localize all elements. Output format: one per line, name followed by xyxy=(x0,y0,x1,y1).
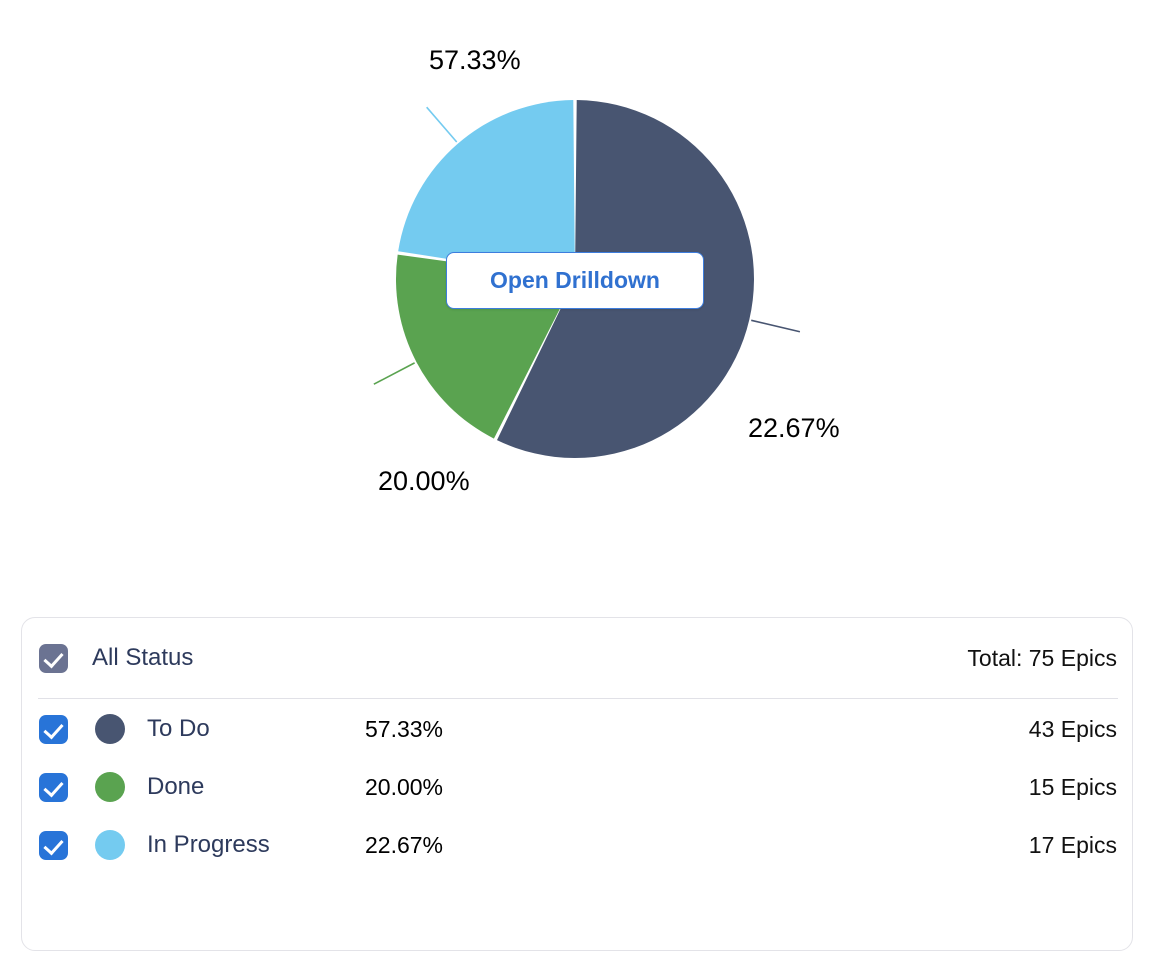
pie-leader-lines xyxy=(373,106,801,385)
legend-label-done: Done xyxy=(147,773,205,800)
leader-line-in-progress xyxy=(426,106,458,143)
pie-slice-in-progress[interactable] xyxy=(398,100,575,279)
leader-line-to-do xyxy=(751,319,801,333)
leader-line-done xyxy=(373,362,415,385)
legend-header-row[interactable]: All Status Total: 75 Epics xyxy=(22,618,1134,698)
legend-percent-to-do: 57.33% xyxy=(365,715,444,742)
legend-percent-done: 20.00% xyxy=(365,773,444,800)
legend-swatch-done xyxy=(95,772,125,802)
legend-checkbox-to-do[interactable] xyxy=(39,714,68,744)
legend-row-done[interactable]: Done 20.00% 15 Epics xyxy=(22,758,1134,816)
pie-label-to-do: 57.33% xyxy=(429,45,521,75)
legend-count-in-progress: 17 Epics xyxy=(1028,831,1117,858)
legend-rows-container: To Do 57.33% 43 Epics Done 20.00% 15 Epics In … xyxy=(22,700,1134,874)
pie-label-done: 20.00% xyxy=(378,466,470,496)
legend-divider xyxy=(38,698,1118,699)
pie-label-in-progress: 22.67% xyxy=(748,413,840,443)
legend-label-in-progress: In Progress xyxy=(147,831,270,858)
open-drilldown-button[interactable]: Open Drilldown xyxy=(446,252,704,309)
pie-chart-area: 57.33% 20.00% 22.67% Open Drilldown xyxy=(373,45,840,496)
legend-count-to-do: 43 Epics xyxy=(1028,715,1117,742)
legend-row-to-do[interactable]: To Do 57.33% 43 Epics xyxy=(22,700,1134,758)
legend-count-done: 15 Epics xyxy=(1028,773,1117,800)
legend-checkbox-in-progress[interactable] xyxy=(39,830,68,860)
legend-checkbox-done[interactable] xyxy=(39,772,68,802)
total-epics-label: Total: 75 Epics xyxy=(967,644,1117,671)
all-status-checkbox[interactable] xyxy=(39,643,68,673)
legend-swatch-to-do xyxy=(95,714,125,744)
status-legend-panel: All Status Total: 75 Epics To Do 57.33% 43… xyxy=(21,617,1133,951)
legend-label-to-do: To Do xyxy=(147,715,210,742)
legend-percent-in-progress: 22.67% xyxy=(365,831,444,858)
legend-row-in-progress[interactable]: In Progress 22.67% 17 Epics xyxy=(22,816,1134,874)
legend-swatch-in-progress xyxy=(95,830,125,860)
all-status-label: All Status xyxy=(92,644,194,671)
